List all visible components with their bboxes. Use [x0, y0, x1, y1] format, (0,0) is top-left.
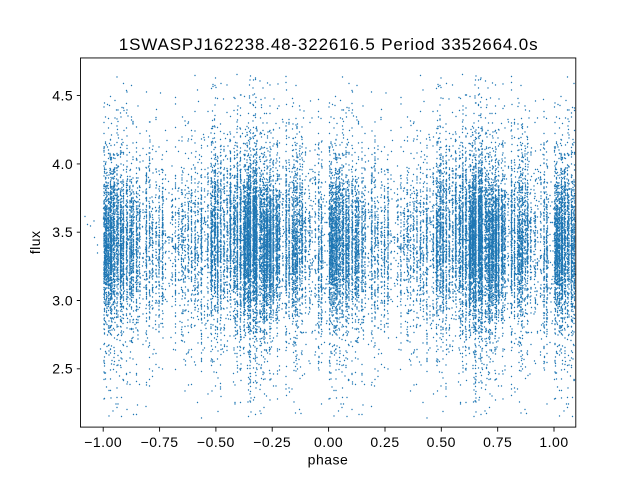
svg-text:1.00: 1.00	[539, 434, 568, 450]
svg-text:−0.50: −0.50	[197, 434, 235, 450]
svg-text:3.5: 3.5	[52, 224, 73, 240]
svg-text:−0.75: −0.75	[141, 434, 179, 450]
svg-text:0.75: 0.75	[483, 434, 512, 450]
svg-text:4.0: 4.0	[52, 156, 73, 172]
svg-text:−1.00: −1.00	[84, 434, 122, 450]
svg-text:−0.25: −0.25	[253, 434, 291, 450]
svg-text:flux: flux	[27, 231, 43, 255]
svg-text:4.5: 4.5	[52, 88, 73, 104]
svg-text:2.5: 2.5	[52, 361, 73, 377]
svg-text:0.50: 0.50	[427, 434, 456, 450]
svg-text:0.25: 0.25	[370, 434, 399, 450]
svg-text:3.0: 3.0	[52, 292, 73, 308]
svg-text:0.00: 0.00	[314, 434, 343, 450]
svg-text:1SWASPJ162238.48-322616.5 Peri: 1SWASPJ162238.48-322616.5 Period 3352664…	[119, 35, 539, 54]
svg-text:phase: phase	[308, 452, 349, 468]
